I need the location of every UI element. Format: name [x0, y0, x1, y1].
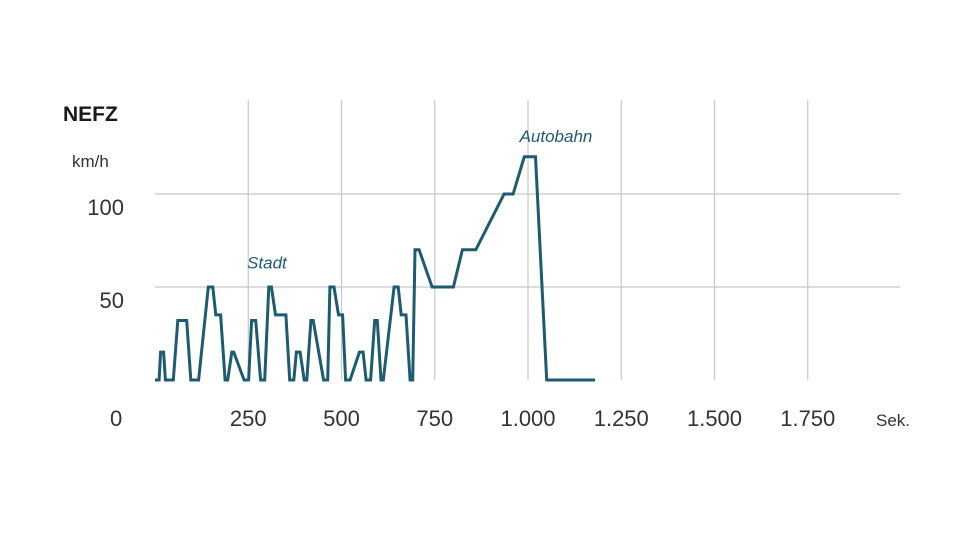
x-tick-label: 1.750 [780, 406, 835, 431]
x-tick-label: 750 [416, 406, 453, 431]
x-tick-label: 500 [323, 406, 360, 431]
chart-title: NEFZ [63, 103, 118, 126]
y-axis-unit-label: km/h [72, 152, 109, 171]
x-tick-labels: 250 500 750 1.000 1.250 1.500 1.750 [230, 406, 835, 431]
x-axis-unit-label: Sek. [876, 411, 910, 430]
x-tick-label: 250 [230, 406, 267, 431]
y-tick-label: 50 [100, 288, 124, 313]
annotation-stadt: Stadt [247, 253, 288, 272]
origin-label: 0 [110, 406, 122, 431]
grid-lines [155, 100, 900, 380]
x-tick-label: 1.500 [687, 406, 742, 431]
annotation-autobahn: Autobahn [519, 127, 593, 146]
x-tick-label: 1.250 [594, 406, 649, 431]
x-tick-label: 1.000 [500, 406, 555, 431]
y-tick-label: 100 [87, 195, 124, 220]
speed-profile-line [155, 155, 596, 382]
y-tick-labels: 50 100 [87, 195, 124, 313]
